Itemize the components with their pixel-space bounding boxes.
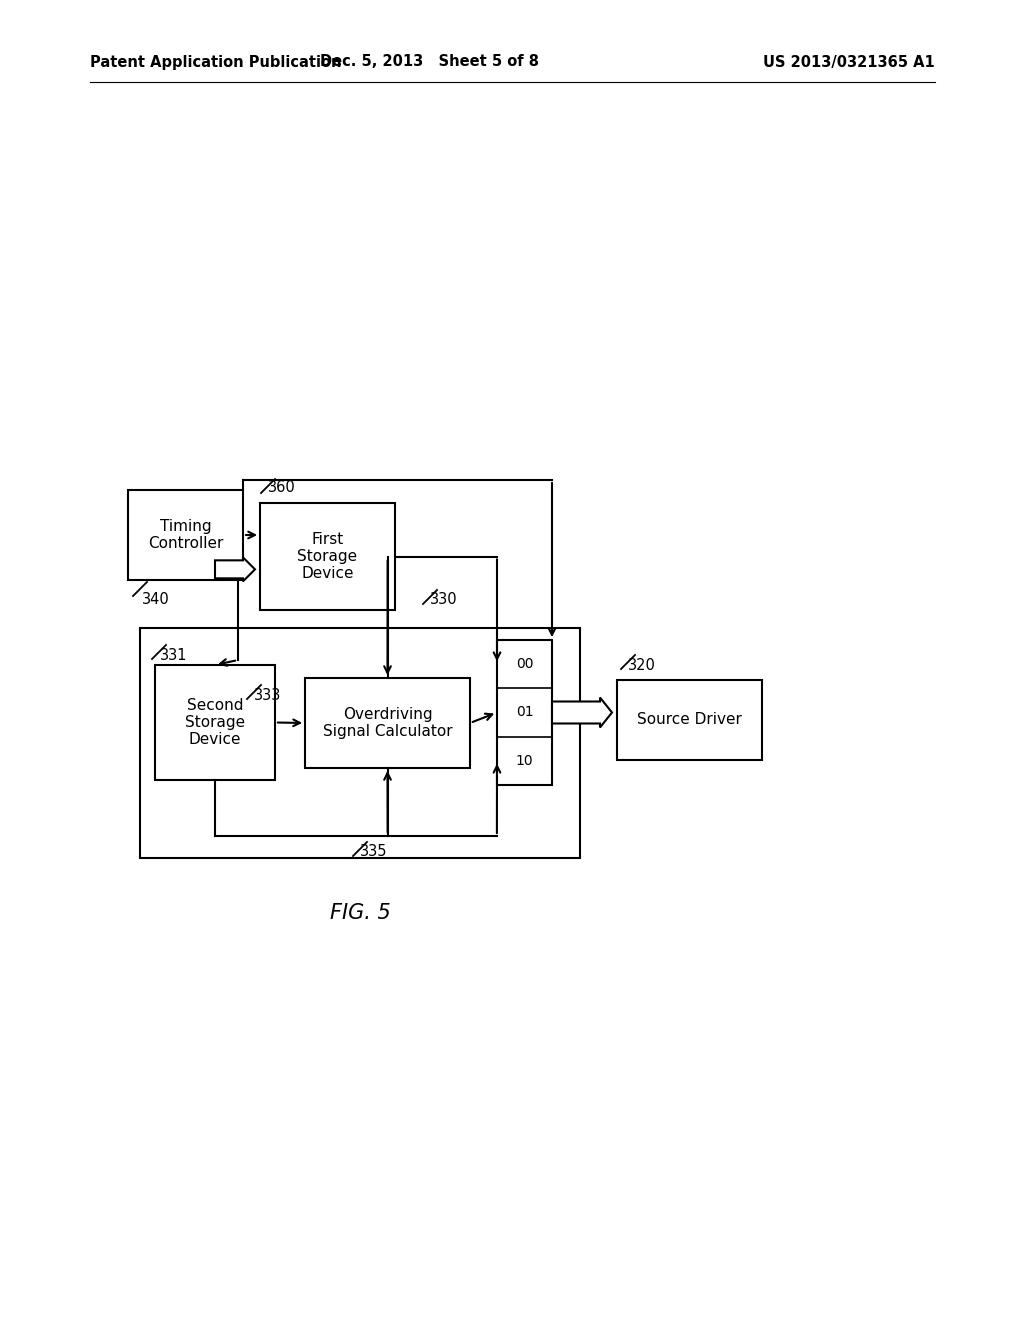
FancyArrow shape xyxy=(215,557,255,581)
Text: 01: 01 xyxy=(516,705,534,719)
Bar xyxy=(617,680,762,760)
Text: Dec. 5, 2013   Sheet 5 of 8: Dec. 5, 2013 Sheet 5 of 8 xyxy=(321,54,540,70)
Bar xyxy=(260,503,395,610)
Text: Second
Storage
Device: Second Storage Device xyxy=(185,697,245,747)
Text: 10: 10 xyxy=(516,754,534,768)
Text: 335: 335 xyxy=(360,845,387,859)
Text: Source Driver: Source Driver xyxy=(637,713,742,727)
Text: 320: 320 xyxy=(628,657,656,672)
Text: Overdriving
Signal Calculator: Overdriving Signal Calculator xyxy=(323,706,453,739)
Text: FIG. 5: FIG. 5 xyxy=(330,903,390,923)
Text: First
Storage
Device: First Storage Device xyxy=(297,532,357,581)
Bar xyxy=(128,490,243,579)
Bar xyxy=(155,665,275,780)
Text: 333: 333 xyxy=(254,688,282,702)
Text: 00: 00 xyxy=(516,657,534,671)
FancyArrow shape xyxy=(552,697,612,727)
Text: 360: 360 xyxy=(268,479,296,495)
Text: US 2013/0321365 A1: US 2013/0321365 A1 xyxy=(763,54,935,70)
Text: 330: 330 xyxy=(430,593,458,607)
Text: Timing
Controller: Timing Controller xyxy=(147,519,223,552)
Text: 331: 331 xyxy=(160,648,187,663)
Text: 340: 340 xyxy=(142,593,170,607)
Bar xyxy=(305,678,470,768)
Bar xyxy=(140,628,580,858)
Bar xyxy=(497,640,552,785)
Text: Patent Application Publication: Patent Application Publication xyxy=(90,54,341,70)
